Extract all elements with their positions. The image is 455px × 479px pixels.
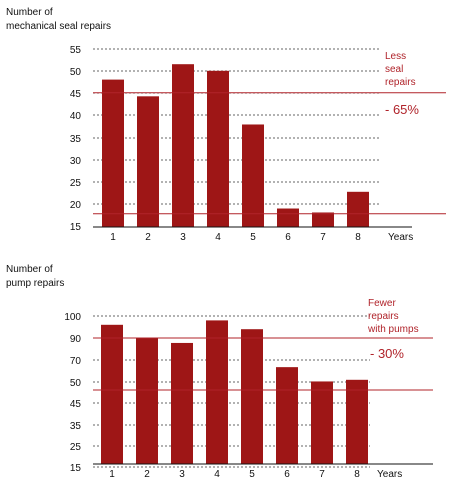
- chart1-x-axis-title: Years: [388, 232, 413, 243]
- chart2-y-tick-label: 25: [70, 442, 82, 453]
- chart1-x-tick-label: 5: [250, 232, 256, 243]
- chart1-y-tick-label: 35: [70, 134, 82, 145]
- chart2-annotation-text: with pumps: [367, 324, 419, 335]
- chart2-x-tick-label: 2: [144, 469, 150, 479]
- chart1-bar: [137, 96, 159, 227]
- chart2-bar: [311, 381, 333, 464]
- chart1-annotation-text: seal: [385, 64, 403, 75]
- chart2-x-tick-label: 3: [179, 469, 185, 479]
- chart1-x-tick-label: 7: [320, 232, 326, 243]
- chart1-annotation-text: Less: [385, 51, 406, 62]
- chart2-bar: [346, 379, 368, 464]
- chart2-annotation-text: repairs: [368, 311, 399, 322]
- chart1-bar: [207, 70, 229, 227]
- chart2-x-axis-title: Years: [377, 469, 402, 479]
- chart1-y-axis-label: Number of: [6, 7, 53, 18]
- chart2-y-tick-label: 15: [70, 463, 82, 474]
- chart1-bar: [277, 208, 299, 227]
- chart1-x-tick-label: 4: [215, 232, 221, 243]
- chart1-y-tick-label: 50: [70, 67, 82, 78]
- chart1-y-tick-label: 55: [70, 45, 82, 56]
- chart2-bar: [101, 324, 123, 464]
- chart2-bar: [206, 320, 228, 464]
- chart1-change-label: - 65%: [385, 102, 419, 117]
- chart2-y-tick-label: 100: [64, 312, 81, 323]
- chart2-x-tick-label: 8: [354, 469, 360, 479]
- chart1-x-tick-label: 8: [355, 232, 361, 243]
- chart1-x-tick-label: 1: [110, 232, 116, 243]
- chart1-y-tick-label: 40: [70, 111, 82, 122]
- chart2-bar: [136, 338, 158, 464]
- chart2-change-label: - 30%: [370, 346, 404, 361]
- chart1-x-tick-label: 6: [285, 232, 291, 243]
- chart1-bar: [242, 124, 264, 227]
- chart2-x-tick-label: 6: [284, 469, 290, 479]
- chart2-y-tick-label: 45: [70, 399, 82, 410]
- chart2-y-tick-label: 50: [70, 378, 82, 389]
- chart2-bar: [276, 367, 298, 464]
- chart2-y-axis-label: pump repairs: [6, 278, 64, 289]
- chart1-bar: [347, 191, 369, 227]
- chart2-y-axis-label: Number of: [6, 264, 53, 275]
- chart2-annotation-text: Fewer: [368, 298, 396, 309]
- chart1-annotation-text: repairs: [385, 77, 416, 88]
- chart1-y-tick-label: 45: [70, 89, 82, 100]
- chart2-x-tick-label: 1: [109, 469, 115, 479]
- chart2-y-tick-label: 90: [70, 334, 82, 345]
- chart1-y-tick-label: 25: [70, 178, 82, 189]
- chart2-x-tick-label: 5: [249, 469, 255, 479]
- chart1-y-axis-label: mechanical seal repairs: [6, 21, 111, 32]
- chart1-bar: [172, 64, 194, 227]
- chart2-y-tick-label: 70: [70, 356, 82, 367]
- chart1-y-tick-label: 15: [70, 222, 82, 233]
- chart1-bar: [102, 79, 124, 227]
- chart2-x-tick-label: 7: [319, 469, 325, 479]
- chart1-y-tick-label: 20: [70, 200, 82, 211]
- chart1-x-tick-label: 3: [180, 232, 186, 243]
- chart1-bar: [312, 212, 334, 227]
- chart1-x-tick-label: 2: [145, 232, 151, 243]
- chart1-y-tick-label: 30: [70, 156, 82, 167]
- chart2-bar: [171, 342, 193, 464]
- chart2-y-tick-label: 35: [70, 421, 82, 432]
- chart2-bar: [241, 329, 263, 464]
- chart2-x-tick-label: 4: [214, 469, 220, 479]
